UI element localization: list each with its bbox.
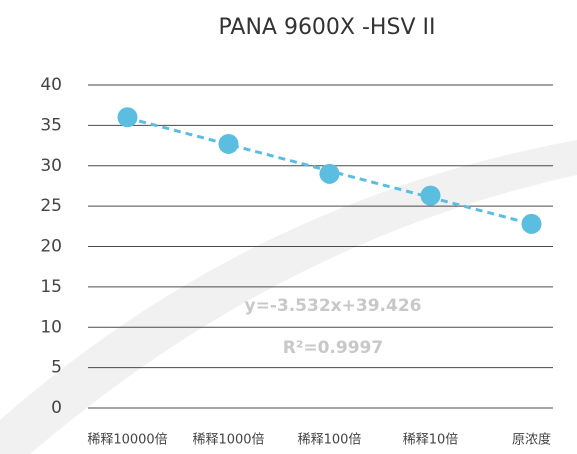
y-tick-label: 40	[40, 75, 62, 95]
chart-title: PANA 9600X -HSV II	[219, 15, 436, 40]
marker	[117, 107, 138, 128]
y-tick-label: 0	[51, 398, 62, 418]
y-tick-label: 15	[40, 277, 62, 297]
marker	[420, 185, 441, 206]
x-tick-label: 稀释1000倍	[192, 433, 264, 448]
r-squared: R²=0.9997	[283, 338, 383, 358]
y-tick-label: 35	[40, 115, 62, 135]
x-tick-label: 稀释10000倍	[87, 433, 167, 448]
equation: y=-3.532x+39.426	[245, 296, 422, 316]
marker	[319, 163, 340, 184]
marker	[218, 133, 239, 154]
x-tick-label: 稀释100倍	[298, 433, 362, 448]
y-tick-label: 25	[40, 196, 62, 216]
x-tick-label: 稀释10倍	[403, 433, 459, 448]
y-tick-label: 10	[40, 317, 62, 337]
y-tick-label: 5	[51, 358, 62, 378]
marker	[521, 213, 542, 234]
x-tick-label: 原浓度	[512, 432, 551, 448]
y-tick-label: 20	[40, 237, 62, 257]
y-tick-label: 30	[40, 156, 62, 176]
background-swoosh	[0, 140, 577, 454]
